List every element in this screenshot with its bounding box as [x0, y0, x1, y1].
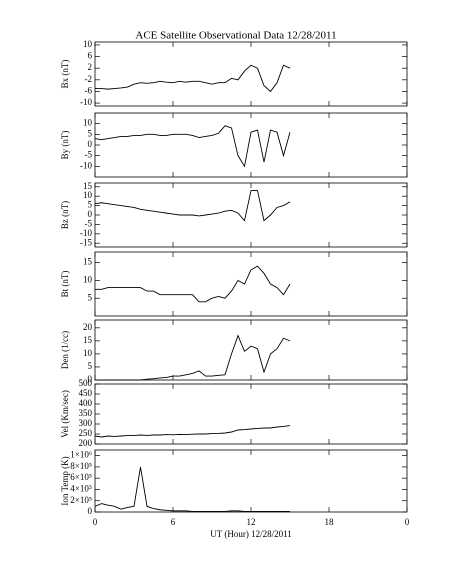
data-line — [95, 265, 291, 303]
x-tick-label: 12 — [247, 517, 256, 527]
y-axis-label: Vel (Km/sec) — [60, 390, 70, 438]
y-tick-label: -15 — [80, 237, 92, 247]
y-tick-label: 1×10⁶ — [70, 450, 92, 460]
y-tick-label: 0 — [88, 139, 93, 149]
y-tick-label: -6 — [85, 86, 93, 96]
y-tick-label: 0 — [88, 374, 93, 384]
y-tick-label: 10 — [83, 190, 93, 200]
y-tick-label: 250 — [79, 428, 93, 438]
y-tick-label: 2×10⁵ — [70, 495, 92, 505]
y-axis-label: Bz (nT) — [60, 201, 70, 229]
y-tick-label: 10 — [83, 275, 93, 285]
data-line — [94, 190, 291, 222]
y-tick-label: 450 — [79, 388, 93, 398]
panel-frame — [94, 319, 408, 381]
data-line — [94, 125, 291, 168]
y-tick-label: -10 — [80, 228, 92, 238]
y-tick-label: 0 — [88, 209, 93, 219]
y-tick-label: 15 — [83, 257, 93, 267]
y-tick-label: 5 — [88, 128, 93, 138]
x-tick-label: 0 — [405, 517, 410, 527]
y-tick-label: 6 — [88, 51, 93, 61]
y-tick-label: 2 — [88, 62, 93, 72]
y-tick-label: 5 — [88, 200, 93, 210]
y-tick-label: -10 — [80, 97, 92, 107]
y-tick-label: 5 — [88, 292, 93, 302]
panel-frame — [94, 41, 408, 107]
data-line — [95, 334, 291, 381]
y-tick-label: 15 — [83, 335, 93, 345]
panel-frame — [94, 449, 408, 513]
y-tick-label: 200 — [79, 438, 93, 448]
y-tick-label: 20 — [83, 322, 93, 332]
panel-frame — [94, 112, 408, 178]
y-tick-label: 8×10⁵ — [70, 461, 92, 471]
chart-title: ACE Satellite Observational Data 12/28/2… — [135, 30, 336, 42]
x-tick-label: 18 — [325, 517, 335, 527]
data-line — [94, 425, 291, 438]
y-tick-label: 300 — [79, 418, 93, 428]
y-tick-label: 500 — [79, 378, 93, 388]
data-line — [95, 64, 291, 93]
y-tick-label: -2 — [85, 74, 93, 84]
y-tick-label: 4×10⁵ — [70, 484, 92, 494]
y-axis-label: Ion Temp (K) — [60, 456, 70, 505]
y-axis-label: By (nT) — [60, 131, 70, 160]
y-axis-label: Den (1/cc) — [60, 331, 70, 369]
y-tick-label: -5 — [85, 218, 93, 228]
y-tick-label: 10 — [83, 348, 93, 358]
x-tick-label: 0 — [93, 517, 98, 527]
y-tick-label: 0 — [88, 506, 93, 516]
x-axis-label: UT (Hour) 12/28/2011 — [210, 529, 292, 539]
panel-frame — [94, 251, 408, 317]
y-tick-label: 10 — [83, 118, 93, 128]
y-axis-label: Bx (nT) — [60, 60, 70, 89]
y-tick-label: 10 — [83, 39, 93, 49]
y-axis-label: Bt (nT) — [60, 271, 70, 298]
y-tick-label: -10 — [80, 160, 92, 170]
y-tick-label: 5 — [88, 361, 93, 371]
data-line — [94, 466, 290, 512]
y-tick-label: 15 — [83, 181, 93, 191]
y-tick-label: 400 — [79, 398, 93, 408]
x-tick-label: 6 — [171, 517, 176, 527]
y-tick-label: 6×10⁵ — [70, 472, 92, 482]
y-tick-label: 350 — [79, 408, 93, 418]
y-tick-label: -5 — [85, 150, 93, 160]
